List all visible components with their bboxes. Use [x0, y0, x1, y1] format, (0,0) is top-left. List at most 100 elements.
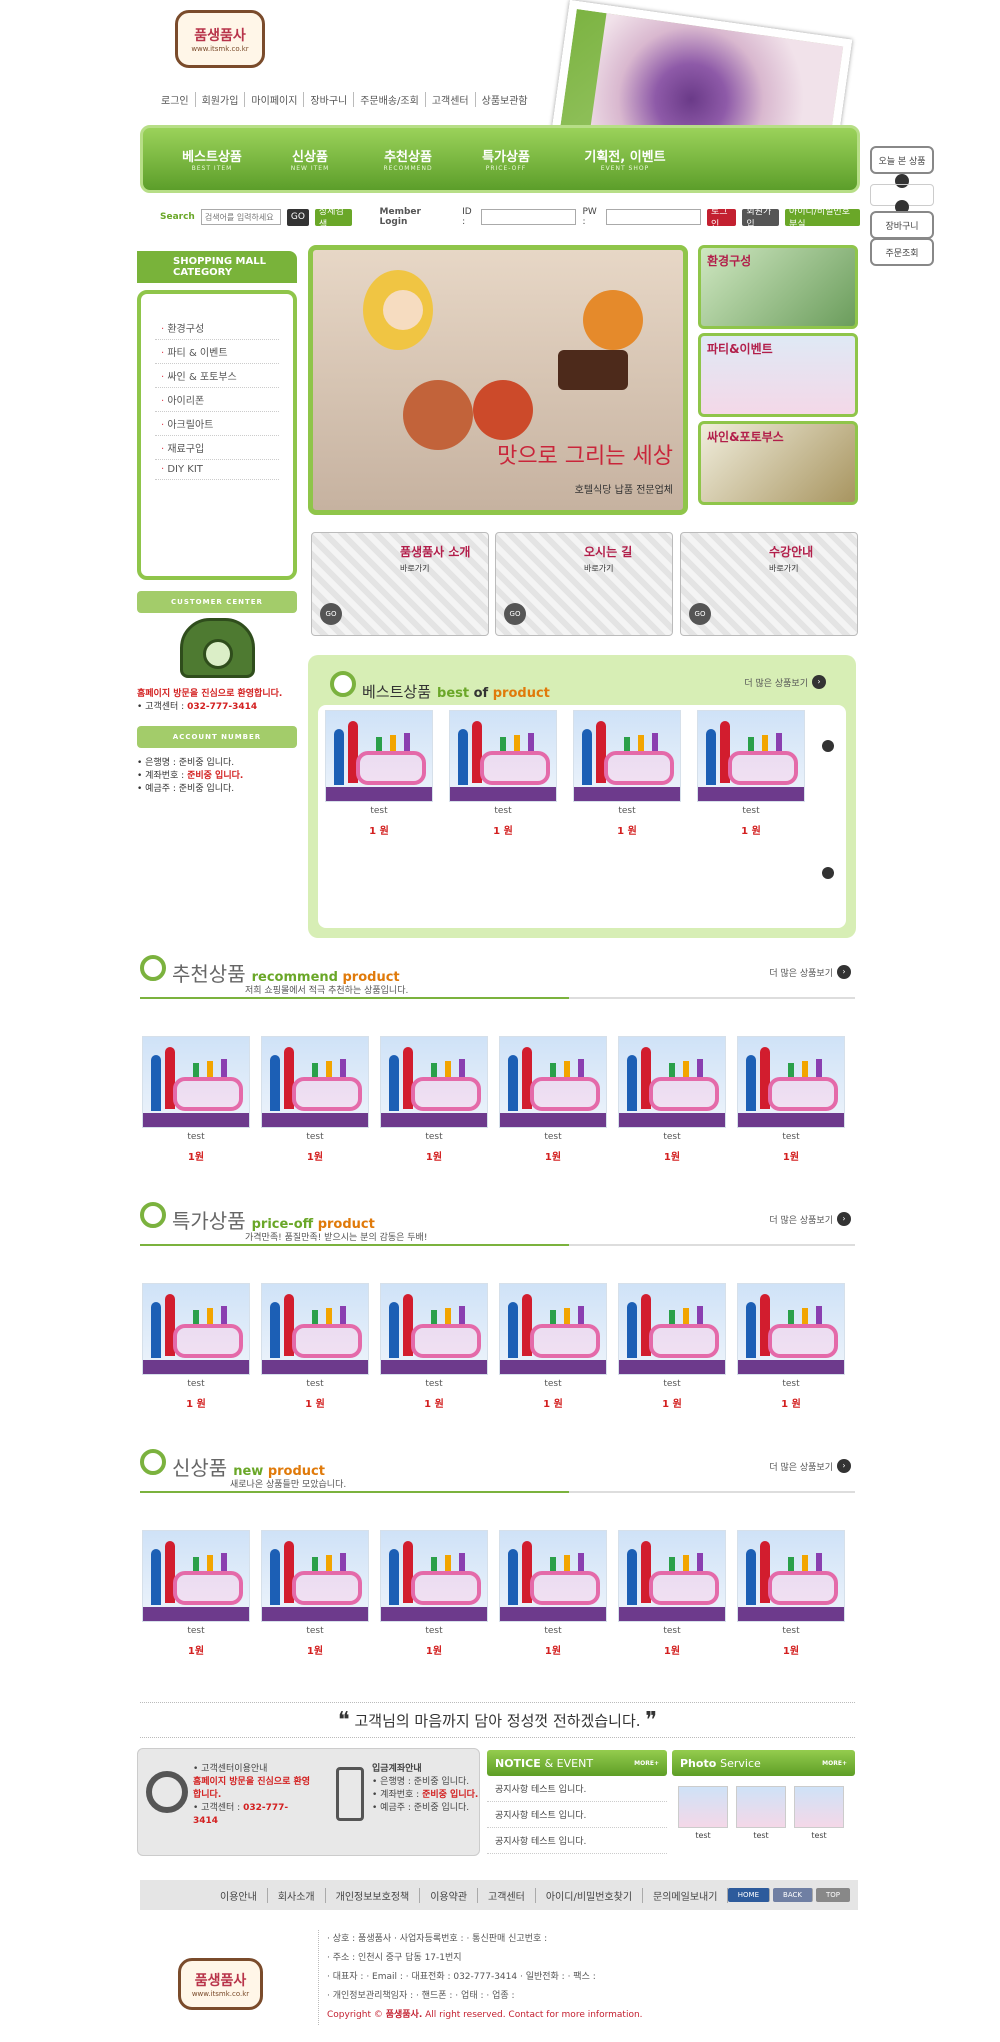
product-card[interactable]: test 1 원 — [499, 1283, 607, 1410]
product-card[interactable]: test 1 원 — [449, 710, 557, 837]
footer-logo[interactable]: 품생품사 www.itsmk.co.kr — [178, 1958, 263, 2010]
scroll-up-icon[interactable] — [822, 740, 834, 752]
join-button[interactable]: 회원가입 — [742, 207, 779, 230]
product-image[interactable] — [737, 1530, 845, 1622]
recommend-more-link[interactable]: 더 많은 상품보기 › — [769, 965, 851, 979]
product-image[interactable] — [499, 1036, 607, 1128]
category-item[interactable]: 싸인 & 포토부스 — [155, 364, 279, 388]
product-card[interactable]: test 1원 — [737, 1036, 845, 1163]
product-card[interactable]: test 1 원 — [737, 1283, 845, 1410]
link-order[interactable]: 주문배송/조회 — [354, 92, 426, 107]
quick-link-directions[interactable]: 오시는 길 바로가기 GO — [495, 532, 673, 636]
notice-item[interactable]: 공지사항 테스트 입니다. — [487, 1828, 667, 1854]
site-logo[interactable]: 품생품사 www.itsmk.co.kr — [175, 10, 265, 68]
footer-link[interactable]: 개인정보보호정책 — [326, 1887, 421, 1903]
new-more-link[interactable]: 더 많은 상품보기 › — [769, 1459, 851, 1473]
product-image[interactable] — [261, 1036, 369, 1128]
footer-back-button[interactable]: BACK — [773, 1888, 813, 1902]
product-image[interactable] — [737, 1036, 845, 1128]
side-cart-button[interactable]: 장바구니 — [870, 211, 934, 239]
product-card[interactable]: test 1 원 — [380, 1283, 488, 1410]
product-card[interactable]: test 1원 — [261, 1530, 369, 1657]
link-login[interactable]: 로그인 — [155, 92, 196, 107]
product-card[interactable]: test 1원 — [142, 1530, 250, 1657]
search-input[interactable] — [200, 209, 281, 225]
nav-recommend[interactable]: 추천상품 RECOMMEND — [383, 150, 433, 172]
link-join[interactable]: 회원가입 — [196, 92, 246, 107]
product-card[interactable]: test 1원 — [380, 1036, 488, 1163]
nav-event[interactable]: 기획전, 이벤트 EVENT SHOP — [584, 150, 666, 172]
footer-top-button[interactable]: TOP — [815, 1888, 850, 1902]
footer-link[interactable]: 아이디/비밀번호찾기 — [536, 1887, 644, 1903]
category-item[interactable]: 아이리폰 — [155, 388, 279, 412]
thumb-environment[interactable]: 환경구성 — [698, 245, 858, 329]
product-image[interactable] — [618, 1036, 726, 1128]
product-card[interactable]: test 1원 — [737, 1530, 845, 1657]
product-card[interactable]: test 1원 — [499, 1530, 607, 1657]
footer-link[interactable]: 이용안내 — [210, 1887, 268, 1903]
notice-item[interactable]: 공지사항 테스트 입니다. — [487, 1776, 667, 1802]
product-image[interactable] — [380, 1530, 488, 1622]
product-image[interactable] — [261, 1530, 369, 1622]
product-image[interactable] — [142, 1036, 250, 1128]
main-banner[interactable]: 맛으로 그리는 세상 호텔식당 납품 전문업체 — [308, 245, 688, 515]
product-card[interactable]: test 1원 — [261, 1036, 369, 1163]
footer-link[interactable]: 고객센터 — [478, 1887, 536, 1903]
quick-link-about[interactable]: 품생품사 소개 바로가기 GO — [311, 532, 489, 636]
product-image[interactable] — [261, 1283, 369, 1375]
product-card[interactable]: test 1 원 — [325, 710, 433, 837]
product-card[interactable]: test 1 원 — [618, 1283, 726, 1410]
photo-item[interactable]: test — [678, 1786, 728, 1840]
category-item[interactable]: DIY KIT — [155, 460, 279, 480]
product-card[interactable]: test 1원 — [618, 1530, 726, 1657]
product-card[interactable]: test 1원 — [142, 1036, 250, 1163]
find-account-button[interactable]: 아이디/비밀번호분실 — [785, 207, 860, 230]
link-cs[interactable]: 고객센터 — [426, 92, 476, 107]
nav-best[interactable]: 베스트상품 BEST ITEM — [182, 150, 242, 172]
product-image[interactable] — [737, 1283, 845, 1375]
footer-home-button[interactable]: HOME — [727, 1888, 771, 1902]
side-order-button[interactable]: 주문조회 — [870, 238, 934, 266]
login-button[interactable]: 로그인 — [706, 207, 737, 230]
detail-search-button[interactable]: 상세검색 — [314, 207, 352, 230]
product-image[interactable] — [499, 1283, 607, 1375]
product-image[interactable] — [380, 1036, 488, 1128]
category-item[interactable]: 아크릴아트 — [155, 412, 279, 436]
footer-link[interactable]: 문의메일보내기 — [643, 1887, 729, 1903]
thumb-photobooth[interactable]: 싸인&포토부스 — [698, 421, 858, 505]
product-image[interactable] — [142, 1283, 250, 1375]
scroll-down-icon[interactable] — [895, 200, 909, 214]
product-card[interactable]: test 1 원 — [573, 710, 681, 837]
nav-priceoff[interactable]: 특가상품 PRICE-OFF — [482, 150, 530, 172]
nav-new[interactable]: 신상품 NEW ITEM — [290, 150, 330, 172]
link-wishlist[interactable]: 상품보관함 — [481, 96, 528, 107]
scroll-down-icon[interactable] — [822, 867, 834, 879]
search-go-button[interactable]: GO — [286, 208, 309, 226]
product-card[interactable]: test 1 원 — [142, 1283, 250, 1410]
product-image[interactable] — [499, 1530, 607, 1622]
category-item[interactable]: 파티 & 이벤트 — [155, 340, 279, 364]
footer-link[interactable]: 이용약관 — [420, 1887, 479, 1903]
photo-more-link[interactable]: MORE+ — [822, 1759, 847, 1767]
product-image[interactable] — [380, 1283, 488, 1375]
product-image[interactable] — [142, 1530, 250, 1622]
product-image[interactable] — [618, 1283, 726, 1375]
notice-item[interactable]: 공지사항 테스트 입니다. — [487, 1802, 667, 1828]
category-item[interactable]: 재료구입 — [155, 436, 279, 460]
password-input[interactable] — [605, 209, 701, 225]
product-card[interactable]: test 1 원 — [261, 1283, 369, 1410]
product-card[interactable]: test 1원 — [380, 1530, 488, 1657]
quick-link-classes[interactable]: 수강안내 바로가기 GO — [680, 532, 858, 636]
id-input[interactable] — [481, 209, 577, 225]
thumb-party[interactable]: 파티&이벤트 — [698, 333, 858, 417]
product-card[interactable]: test 1 원 — [697, 710, 805, 837]
photo-item[interactable]: test — [736, 1786, 786, 1840]
product-image[interactable] — [618, 1530, 726, 1622]
product-card[interactable]: test 1원 — [499, 1036, 607, 1163]
best-more-link[interactable]: 더 많은 상품보기 › — [744, 675, 826, 689]
footer-link[interactable]: 회사소개 — [268, 1887, 326, 1903]
product-card[interactable]: test 1원 — [618, 1036, 726, 1163]
notice-more-link[interactable]: MORE+ — [634, 1759, 659, 1767]
photo-item[interactable]: test — [794, 1786, 844, 1840]
link-mypage[interactable]: 마이페이지 — [245, 92, 305, 107]
